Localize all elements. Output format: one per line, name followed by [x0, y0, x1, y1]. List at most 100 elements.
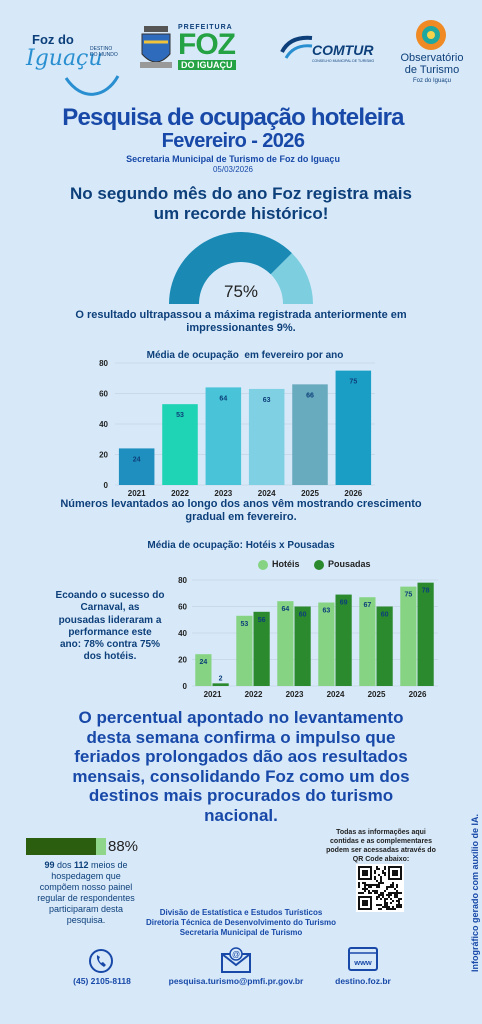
qr-module: [400, 898, 402, 900]
gauge-note-line1: O resultado ultrapassou a máxima registr…: [75, 309, 407, 321]
chart2-bar-pousadas: [335, 594, 352, 686]
qr-module: [370, 886, 372, 888]
qr-module: [398, 904, 400, 906]
chart2-data-label: 60: [381, 612, 389, 619]
participation-bar: [26, 838, 106, 855]
qr-module: [380, 878, 382, 880]
conclusion-line: nacional.: [204, 805, 278, 825]
observatorio-line2: de Turismo: [404, 64, 460, 76]
qr-module: [374, 890, 376, 892]
chart2-data-label: 24: [199, 659, 207, 666]
chart2-data-label: 75: [404, 592, 412, 599]
qr-module: [386, 908, 388, 910]
gauge-value-label: 75%: [223, 282, 259, 301]
qr-module: [362, 892, 364, 894]
chart2-xtick-label: 2022: [245, 690, 263, 699]
qr-module: [384, 898, 386, 900]
qr-module: [400, 892, 402, 894]
qr-module: [374, 876, 376, 878]
qr-module: [382, 894, 384, 896]
chart1-ytick-label: 40: [99, 420, 108, 429]
qr-code[interactable]: [356, 864, 404, 912]
page-title: Pesquisa de ocupação hoteleira: [62, 104, 404, 131]
qr-module: [398, 906, 400, 908]
qr-module: [368, 886, 370, 888]
qr-module: [394, 908, 396, 910]
participation-line: pesquisa.: [66, 915, 106, 925]
chart2-bar-hoteis: [318, 602, 335, 686]
credits-line: Secretaria Municipal de Turismo: [179, 928, 303, 937]
qr-module: [398, 892, 400, 894]
qr-module: [366, 888, 368, 890]
qr-module: [358, 884, 360, 886]
qr-module: [360, 892, 362, 894]
conclusion-line: O percentual apontado no levantamento: [78, 708, 404, 727]
qr-module: [380, 882, 382, 884]
city-crest-icon: [140, 26, 172, 68]
logo-foz-swirl: [64, 75, 120, 96]
qr-note: Todas as informações aqui contidas e as …: [318, 828, 444, 864]
qr-module: [368, 890, 370, 892]
qr-module: [382, 892, 384, 894]
qr-module: [358, 892, 360, 894]
chart2-data-label: 56: [258, 617, 266, 624]
contact-phone[interactable]: (45) 2105-8118: [73, 976, 131, 986]
qr-note-line: contidas e as complementares: [330, 838, 432, 845]
qr-finder-inner: [362, 870, 368, 876]
website-icon: www: [348, 947, 378, 971]
contact-email[interactable]: pesquisa.turismo@pmfi.pr.gov.br: [168, 976, 304, 986]
participation-line: regular de respondentes: [37, 893, 135, 903]
observatorio-icon: [416, 20, 446, 50]
participation-bold-a: 99: [44, 860, 55, 870]
qr-module: [376, 880, 378, 882]
qr-module: [380, 908, 382, 910]
qr-module: [378, 886, 380, 888]
chart1-ytick-label: 20: [99, 451, 108, 460]
chart1-xtick-label: 2022: [171, 489, 189, 498]
chart1-data-label: 75: [349, 379, 357, 386]
qr-module: [390, 898, 392, 900]
qr-module: [392, 884, 394, 886]
credits-line: Divisão de Estatística e Estudos Turísti…: [159, 908, 323, 917]
chart2-xtick-label: 2026: [409, 690, 427, 699]
qr-module: [362, 888, 364, 890]
qr-module: [390, 892, 392, 894]
qr-module: [388, 896, 390, 898]
participation-line: compõem nosso painel: [39, 882, 133, 892]
chart1-xtick-label: 2026: [344, 489, 362, 498]
phone-icon: [89, 949, 113, 973]
chart2-side-line: pousadas lideraram a: [58, 614, 162, 626]
qr-module: [398, 902, 400, 904]
headline-line2: um recorde histórico!: [153, 204, 329, 223]
chart1-bar: [162, 404, 198, 485]
qr-module: [396, 890, 398, 892]
legend-hoteis-swatch: [258, 560, 268, 570]
qr-module: [390, 902, 392, 904]
qr-module: [382, 870, 384, 872]
chart2-data-label: 2: [219, 675, 223, 682]
website-icon-text: www: [353, 958, 372, 967]
conclusion-text: O percentual apontado no levantamento de…: [0, 708, 482, 825]
qr-note-line: podem ser acessadas através do: [326, 847, 436, 854]
qr-module: [380, 904, 382, 906]
conclusion-line: destinos mais procurados do turismo: [88, 786, 394, 805]
chart2-data-label: 64: [281, 606, 289, 613]
participation-bold-b: 112: [73, 860, 89, 870]
headline-line1: No segundo mês do ano Foz registra mais: [70, 184, 412, 203]
chart1-xtick-label: 2024: [258, 489, 276, 498]
qr-module: [400, 904, 402, 906]
qr-module: [364, 888, 366, 890]
qr-module: [378, 894, 380, 896]
qr-module: [384, 866, 386, 868]
chart2-plot: 0 20 40 60 80 24 2 2021 53 56 2022 64 60 2023 63 69 2024…: [178, 576, 438, 699]
chart2-ytick-label: 0: [183, 682, 188, 691]
qr-module: [392, 892, 394, 894]
qr-module: [384, 900, 386, 902]
participation-text: 99 dos 112 meios de hospedagem que compõ…: [26, 860, 146, 926]
prefeitura-sub: DO IGUAÇU: [178, 60, 236, 70]
contact-site[interactable]: destino.foz.br: [335, 976, 391, 986]
chart2-ytick-label: 40: [178, 629, 187, 638]
qr-module: [364, 884, 366, 886]
qr-module: [376, 884, 378, 886]
qr-module: [392, 906, 394, 908]
